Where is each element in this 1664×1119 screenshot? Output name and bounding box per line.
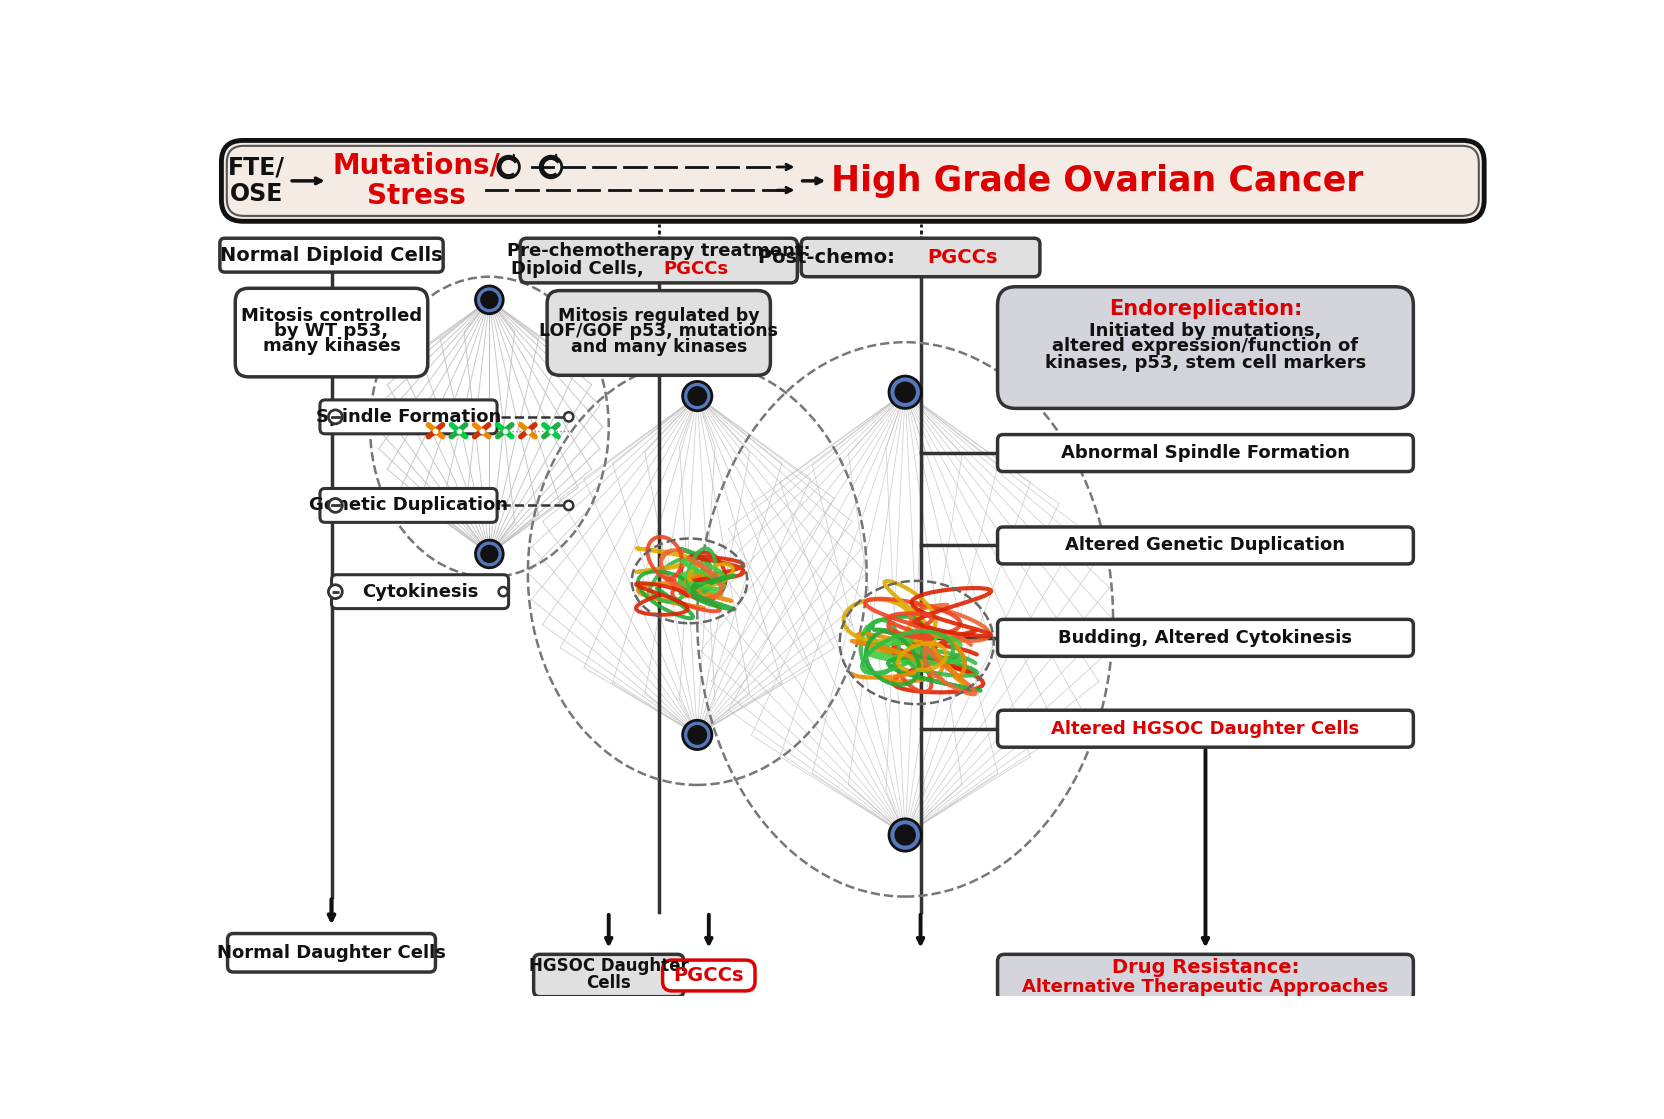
- Circle shape: [682, 721, 712, 750]
- Text: Spindle Formation: Spindle Formation: [316, 407, 501, 426]
- Circle shape: [328, 585, 343, 599]
- Text: Cytokinesis: Cytokinesis: [361, 583, 478, 601]
- Text: altered expression/function of: altered expression/function of: [1052, 337, 1358, 355]
- Text: Mitosis controlled: Mitosis controlled: [241, 307, 423, 325]
- Text: Mitosis regulated by: Mitosis regulated by: [557, 307, 759, 325]
- Text: Normal Daughter Cells: Normal Daughter Cells: [216, 943, 446, 962]
- Circle shape: [889, 376, 922, 408]
- FancyBboxPatch shape: [235, 289, 428, 377]
- Circle shape: [476, 286, 503, 313]
- Circle shape: [682, 382, 712, 411]
- FancyBboxPatch shape: [800, 238, 1040, 276]
- Circle shape: [481, 545, 498, 563]
- Text: High Grade Ovarian Cancer: High Grade Ovarian Cancer: [832, 163, 1364, 198]
- Text: Drug Resistance:: Drug Resistance:: [1112, 958, 1300, 977]
- Text: Alternative Therapeutic Approaches: Alternative Therapeutic Approaches: [1022, 978, 1388, 996]
- FancyBboxPatch shape: [997, 527, 1413, 564]
- Text: kinases, p53, stem cell markers: kinases, p53, stem cell markers: [1045, 354, 1366, 372]
- Text: Abnormal Spindle Formation: Abnormal Spindle Formation: [1062, 444, 1350, 462]
- Text: by WT p53,: by WT p53,: [275, 322, 389, 340]
- Text: PGCCs: PGCCs: [927, 248, 998, 267]
- Text: Initiated by mutations,: Initiated by mutations,: [1090, 321, 1321, 340]
- Text: Altered Genetic Duplication: Altered Genetic Duplication: [1065, 536, 1346, 554]
- Text: PGCCs: PGCCs: [664, 260, 729, 278]
- Text: Endoreplication:: Endoreplication:: [1108, 299, 1303, 319]
- FancyBboxPatch shape: [547, 291, 770, 375]
- Text: LOF/GOF p53, mutations: LOF/GOF p53, mutations: [539, 322, 779, 340]
- Text: Diploid Cells,: Diploid Cells,: [511, 260, 644, 278]
- FancyBboxPatch shape: [997, 620, 1413, 657]
- Circle shape: [499, 587, 508, 596]
- Text: Mutations/
Stress: Mutations/ Stress: [333, 152, 501, 210]
- FancyBboxPatch shape: [319, 399, 498, 434]
- Circle shape: [476, 540, 503, 567]
- FancyBboxPatch shape: [997, 711, 1413, 747]
- Circle shape: [328, 410, 343, 424]
- FancyBboxPatch shape: [997, 955, 1413, 1000]
- Text: Pre-chemotherapy treatment:: Pre-chemotherapy treatment:: [508, 242, 810, 260]
- FancyBboxPatch shape: [221, 141, 1484, 222]
- Text: Normal Diploid Cells: Normal Diploid Cells: [220, 246, 443, 265]
- Text: HGSOC Daughter: HGSOC Daughter: [529, 957, 689, 976]
- Text: FTE/
OSE: FTE/ OSE: [228, 156, 285, 206]
- FancyBboxPatch shape: [521, 238, 797, 283]
- Circle shape: [889, 819, 922, 852]
- Text: PGCCs: PGCCs: [674, 966, 744, 985]
- Text: Altered HGSOC Daughter Cells: Altered HGSOC Daughter Cells: [1052, 720, 1359, 737]
- Circle shape: [481, 291, 498, 309]
- FancyBboxPatch shape: [997, 434, 1413, 471]
- FancyBboxPatch shape: [220, 238, 443, 272]
- Circle shape: [895, 383, 915, 402]
- Circle shape: [895, 825, 915, 845]
- Text: and many kinases: and many kinases: [571, 338, 747, 356]
- FancyBboxPatch shape: [534, 955, 684, 997]
- FancyBboxPatch shape: [331, 575, 509, 609]
- Circle shape: [564, 412, 574, 422]
- Circle shape: [687, 387, 707, 405]
- FancyBboxPatch shape: [228, 933, 436, 972]
- Circle shape: [687, 725, 707, 744]
- FancyBboxPatch shape: [319, 489, 498, 523]
- Text: Cells: Cells: [586, 975, 631, 993]
- Text: Budding, Altered Cytokinesis: Budding, Altered Cytokinesis: [1058, 629, 1353, 647]
- FancyBboxPatch shape: [662, 960, 755, 991]
- Text: Post-chemo:: Post-chemo:: [757, 248, 902, 267]
- Circle shape: [564, 501, 574, 510]
- FancyBboxPatch shape: [997, 286, 1413, 408]
- Circle shape: [328, 498, 343, 513]
- Text: many kinases: many kinases: [263, 338, 401, 356]
- Text: Genetic Duplication: Genetic Duplication: [310, 497, 508, 515]
